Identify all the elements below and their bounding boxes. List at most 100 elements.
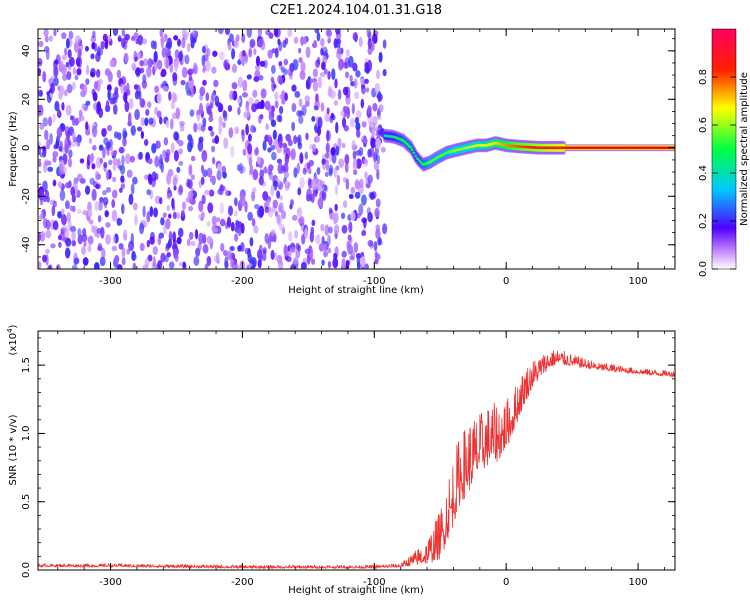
noise-cell — [220, 242, 225, 252]
noise-cell — [65, 182, 71, 189]
noise-cell — [70, 141, 77, 147]
noise-cell — [367, 105, 372, 115]
noise-cell — [134, 90, 140, 100]
spectrogram-frame — [37, 28, 676, 270]
noise-cell — [161, 47, 167, 58]
noise-cell — [79, 158, 85, 164]
noise-cell — [199, 86, 206, 97]
noise-cell — [367, 174, 373, 184]
noise-cell — [99, 196, 104, 203]
noise-cell — [91, 188, 97, 201]
noise-cell — [296, 162, 301, 174]
noise-cell — [342, 177, 347, 183]
noise-cell — [219, 184, 224, 196]
noise-cell — [116, 264, 123, 269]
noise-cell — [39, 123, 45, 130]
noise-cell — [259, 114, 264, 120]
noise-cell — [39, 152, 44, 158]
noise-cell — [265, 29, 271, 36]
noise-cell — [355, 149, 362, 156]
noise-cell — [208, 125, 213, 132]
noise-cell — [160, 252, 166, 263]
noise-cell — [285, 180, 289, 187]
colorbar-label: Normalized spectral amplitude — [739, 72, 750, 226]
noise-cell — [347, 234, 352, 241]
noise-cell — [104, 210, 109, 218]
noise-cell — [276, 115, 282, 122]
track-core — [404, 141, 407, 144]
noise-cell — [106, 148, 110, 156]
noise-cell — [305, 100, 310, 107]
noise-cell — [135, 71, 141, 78]
noise-cell — [228, 127, 234, 139]
noise-cell — [279, 223, 285, 232]
noise-cell — [104, 38, 109, 50]
noise-cell — [254, 203, 260, 210]
x-tick-label: 0 — [503, 577, 509, 588]
noise-cell — [306, 188, 312, 200]
noise-cell — [188, 74, 193, 82]
noise-cell — [68, 149, 73, 159]
noise-cell — [105, 186, 112, 193]
noise-cell — [81, 233, 88, 243]
noise-cell — [365, 87, 370, 93]
noise-cell — [165, 218, 171, 230]
noise-cell — [313, 105, 319, 111]
spectrogram-plot-area — [38, 29, 675, 269]
snr-plot-area — [38, 349, 675, 570]
noise-cell — [248, 258, 254, 264]
noise-cell — [217, 163, 223, 172]
noise-cell — [174, 253, 179, 263]
noise-cell — [173, 131, 179, 141]
noise-cell — [46, 160, 52, 166]
noise-cell — [315, 234, 321, 245]
noise-cell — [337, 89, 342, 100]
noise-cell — [290, 148, 296, 161]
snr-panel: -300 -200 -100 0 100 0.0 0.5 1.0 1.5 Height of s… — [6, 324, 676, 596]
noise-cell — [340, 110, 345, 117]
noise-cell — [251, 191, 256, 202]
noise-cell — [349, 75, 353, 82]
noise-cell — [285, 133, 292, 142]
noise-cell — [272, 199, 278, 209]
noise-cell — [72, 66, 77, 75]
noise-cell — [267, 209, 274, 218]
noise-cell — [255, 55, 261, 67]
noise-cell — [57, 181, 63, 189]
noise-cell — [198, 200, 204, 213]
noise-cell — [234, 126, 239, 135]
noise-cell — [237, 226, 242, 237]
noise-cell — [333, 100, 339, 106]
noise-cell — [188, 231, 194, 240]
noise-cell — [323, 184, 328, 192]
noise-cell — [375, 137, 382, 150]
noise-cell — [276, 254, 283, 265]
noise-cell — [212, 227, 219, 233]
noise-cell — [172, 231, 176, 243]
noise-cell — [299, 216, 305, 226]
noise-cell — [59, 163, 64, 176]
noise-cell — [274, 47, 279, 58]
noise-cell — [42, 146, 47, 158]
noise-cell — [105, 170, 110, 181]
noise-cell — [348, 221, 353, 234]
noise-cell — [351, 103, 355, 115]
noise-cell — [128, 240, 135, 252]
noise-cell — [85, 78, 90, 85]
noise-cell — [49, 133, 53, 145]
noise-cell — [335, 29, 341, 35]
noise-cell — [122, 93, 126, 101]
noise-cell — [270, 184, 275, 197]
noise-cell — [173, 149, 179, 162]
noise-cell — [186, 90, 192, 96]
noise-cell — [154, 155, 160, 168]
noise-cell — [42, 71, 47, 83]
noise-cell — [46, 196, 50, 203]
noise-cell — [257, 38, 264, 48]
noise-cell — [96, 183, 102, 190]
noise-cell — [287, 68, 294, 76]
noise-cell — [120, 175, 125, 183]
noise-cell — [320, 223, 325, 232]
colorbar-tick-label: 0.4 — [698, 165, 709, 181]
noise-cell — [218, 51, 225, 61]
